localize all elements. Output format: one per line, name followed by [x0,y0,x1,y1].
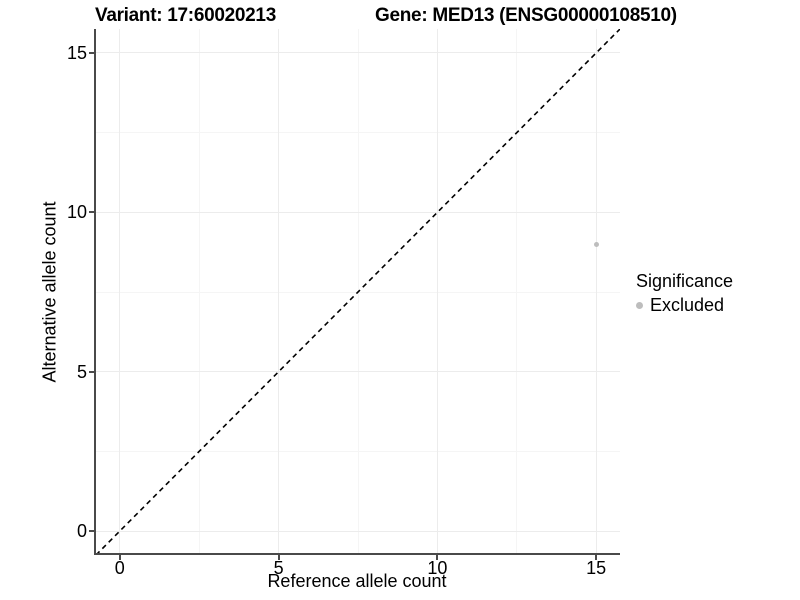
y-tick-label: 15 [66,42,87,63]
gridline-x-major [278,29,280,555]
x-tick-label: 0 [114,558,125,578]
x-tick-label: 5 [273,558,284,578]
y-tick-mark [89,530,94,533]
y-tick-mark [89,370,94,373]
plot-panel [96,29,620,555]
x-axis-line [94,553,620,555]
legend-entry-label: Excluded [650,295,725,315]
y-tick-mark [89,51,94,54]
plot-title-gene: Gene: MED13 (ENSG00000108510) [375,5,677,26]
gridline-y-major [96,530,620,532]
y-axis-line [94,29,96,555]
legend: Significance Excluded [636,270,733,315]
identity-line [96,29,620,555]
legend-point-icon [636,301,643,309]
gridline-x-major [595,29,597,555]
y-tick-label: 5 [76,361,87,382]
gridline-y-major [96,52,620,54]
legend-entries: Excluded [636,295,733,315]
y-tick-mark [89,211,94,214]
gridline-y-major [96,371,620,373]
legend-title: Significance [636,271,734,291]
gridline-y-minor [96,450,620,452]
x-tick-mark [436,555,439,560]
x-tick-mark [277,555,280,560]
legend-entry: Excluded [636,295,733,315]
x-tick-mark [595,555,598,560]
gridline-y-major [96,211,620,213]
y-axis-title: Alternative allele count [39,201,60,383]
y-tick-label: 10 [66,202,87,223]
x-axis-title: Reference allele count [267,571,447,591]
x-tick-mark [118,555,121,560]
gridline-y-minor [96,132,620,134]
gridline-x-major [119,29,121,555]
x-tick-label: 15 [586,558,607,578]
x-tick-label: 10 [427,558,448,578]
y-tick-label: 0 [76,521,87,542]
gridline-x-major [436,29,438,555]
data-point [593,241,599,247]
plot-title-variant: Variant: 17:60020213 [95,5,276,26]
